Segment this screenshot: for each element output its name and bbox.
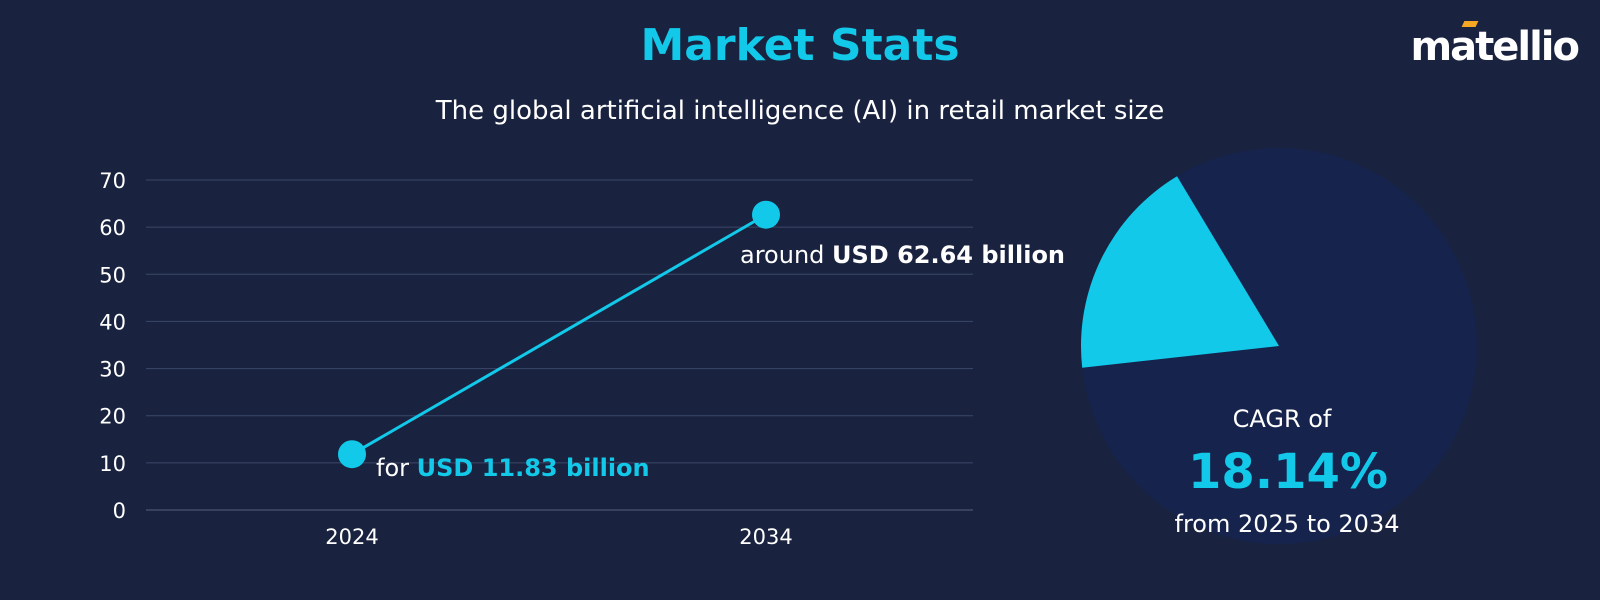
pie-label-line1: CAGR of — [1233, 405, 1332, 433]
x-tick-label: 2034 — [739, 525, 792, 549]
y-axis: 0 10 20 30 40 50 60 70 — [99, 169, 126, 523]
annotation-2034: around USD 62.64 billion — [740, 241, 1065, 269]
annotation-2024-prefix: for — [376, 454, 409, 482]
annotation-2024-value: USD 11.83 billion — [417, 454, 650, 482]
brand-logo: matellio — [1410, 21, 1580, 70]
data-point — [338, 440, 366, 469]
y-tick-label: 50 — [99, 263, 126, 287]
y-tick-label: 20 — [99, 405, 126, 429]
series-points — [338, 200, 780, 469]
chart-grid — [146, 179, 973, 511]
annotation-2034-prefix: around — [740, 241, 824, 269]
y-tick-label: 60 — [99, 216, 126, 240]
x-axis: 2024 2034 — [325, 525, 792, 549]
data-point — [752, 200, 780, 229]
annotation-2024: for USD 11.83 billion — [376, 454, 650, 482]
y-tick-label: 40 — [99, 310, 126, 334]
pie-slice-cagr — [1081, 176, 1279, 368]
page-title: Market Stats — [640, 20, 960, 71]
series-line — [351, 213, 767, 456]
annotation-2034-value: USD 62.64 billion — [832, 241, 1065, 269]
y-tick-label: 10 — [99, 452, 126, 476]
logo-text: matellio — [1410, 24, 1580, 70]
y-tick-label: 0 — [113, 499, 126, 523]
y-tick-label: 30 — [99, 358, 126, 382]
x-tick-label: 2024 — [325, 525, 378, 549]
pie-label-value: 18.14% — [1188, 444, 1388, 500]
page-subtitle: The global artificial intelligence (AI) … — [435, 96, 1165, 126]
pie-label-line2: from 2025 to 2034 — [1175, 510, 1400, 538]
y-tick-label: 70 — [99, 169, 126, 193]
